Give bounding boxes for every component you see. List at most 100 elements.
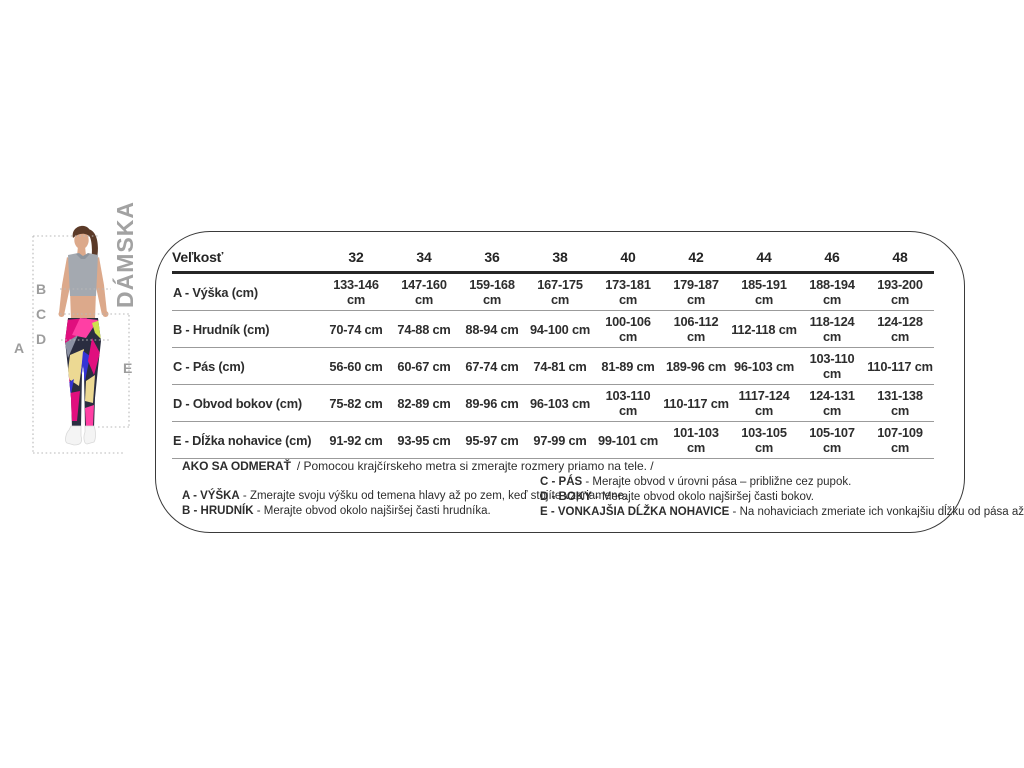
measure-instruction: D - BOKY - Merajte obvod okolo najširšej…: [540, 490, 950, 505]
leggings: [65, 318, 101, 428]
table-row: C - Pás (cm) 56-60 cm 60-67 cm 67-74 cm 74-8…: [172, 347, 934, 385]
size-cell: 188-194 cm: [798, 272, 866, 311]
crop-top-neckline: [76, 253, 90, 259]
size-cell: 133-146 cm: [322, 272, 390, 311]
size-cell: 131-138 cm: [866, 384, 934, 422]
left-sneaker: [65, 425, 82, 446]
howto-title-line: AKO SA ODMERAŤ / Pomocou krajčírskeho met…: [182, 459, 654, 473]
measure-instruction: A - VÝŠKA - Zmerajte svoju výšku od teme…: [182, 489, 627, 504]
model-figure: A B C D E: [10, 223, 160, 468]
size-column-header: 32: [322, 247, 390, 274]
size-cell: 74-88 cm: [390, 310, 458, 348]
size-cell: 99-101 cm: [594, 421, 662, 459]
size-cell: 74-81 cm: [526, 347, 594, 385]
measure-key: B - HRUDNÍK: [182, 505, 254, 517]
size-cell: 56-60 cm: [322, 347, 390, 385]
measure-key: A - VÝŠKA: [182, 490, 240, 502]
row-label: B - Hrudník (cm): [172, 310, 322, 348]
size-cell: 110-117 cm: [866, 347, 934, 385]
size-cell: 118-124 cm: [798, 310, 866, 348]
size-cell: 103-110 cm: [798, 347, 866, 385]
size-label-header: Veľkosť: [172, 247, 322, 274]
size-table-head: Veľkosť 32 34 36 38 40 42 44 46 48: [172, 247, 934, 274]
size-cell: 96-103 cm: [730, 347, 798, 385]
size-cell: 67-74 cm: [458, 347, 526, 385]
size-cell: 110-117 cm: [662, 384, 730, 422]
size-cell: 88-94 cm: [458, 310, 526, 348]
woman-model: [58, 225, 109, 446]
letter-d-hip: D: [36, 331, 46, 347]
size-column-header: 44: [730, 247, 798, 274]
howto-title: AKO SA ODMERAŤ: [182, 459, 291, 473]
measure-text: - Merajte obvod okolo najširšej časti bo…: [591, 491, 814, 503]
chart-panel-border: [155, 231, 965, 533]
size-cell: 173-181 cm: [594, 272, 662, 311]
table-row: E - Dĺžka nohavice (cm) 91-92 cm 93-95 cm 9…: [172, 421, 934, 459]
size-cell: 97-99 cm: [526, 421, 594, 459]
size-cell: 75-82 cm: [322, 384, 390, 422]
measure-text: - Na nohaviciach zmeriate ich vonkajšiu …: [732, 506, 1024, 518]
size-cell: 94-100 cm: [526, 310, 594, 348]
row-label: A - Výška (cm): [172, 272, 322, 311]
size-cell: 105-107 cm: [798, 421, 866, 459]
size-table-body: A - Výška (cm) 133-146 cm 147-160 cm 159-16…: [172, 272, 934, 459]
letter-b-chest: B: [36, 281, 46, 297]
size-cell: 95-97 cm: [458, 421, 526, 459]
letter-c-waist: C: [36, 306, 46, 322]
size-column-header: 48: [866, 247, 934, 274]
howto-intro: / Pomocou krajčírskeho metra si zmerajte…: [296, 459, 654, 473]
size-column-header: 42: [662, 247, 730, 274]
size-column-header: 36: [458, 247, 526, 274]
size-table-wrap: Veľkosť 32 34 36 38 40 42 44 46 48 A - Výška (cm)…: [172, 247, 934, 459]
table-row: D - Obvod bokov (cm) 75-82 cm 82-89 cm 89-9…: [172, 384, 934, 422]
crop-top: [68, 253, 98, 296]
gender-label: DÁMSKA: [112, 201, 138, 308]
size-cell: 100-106 cm: [594, 310, 662, 348]
measure-key: D - BOKY: [540, 491, 592, 503]
size-cell: 103-110 cm: [594, 384, 662, 422]
table-row: A - Výška (cm) 133-146 cm 147-160 cm 159-16…: [172, 272, 934, 311]
measure-text: - Merajte obvod v úrovni pása – približn…: [582, 476, 852, 488]
size-cell: 96-103 cm: [526, 384, 594, 422]
size-cell: 89-96 cm: [458, 384, 526, 422]
size-cell: 82-89 cm: [390, 384, 458, 422]
size-cell: 112-118 cm: [730, 310, 798, 348]
model-illustration: A B C D E: [14, 225, 132, 454]
size-cell: 81-89 cm: [594, 347, 662, 385]
measure-key: E - VONKAJŠIA DĹŽKA NOHAVICE: [540, 506, 730, 518]
size-cell: 185-191 cm: [730, 272, 798, 311]
head: [74, 230, 89, 250]
measure-instruction: B - HRUDNÍK - Merajte obvod okolo najšir…: [182, 504, 542, 519]
size-cell: 167-175 cm: [526, 272, 594, 311]
row-label: C - Pás (cm): [172, 347, 322, 385]
size-cell: 124-131 cm: [798, 384, 866, 422]
letter-a-height: A: [14, 340, 24, 356]
size-column-header: 38: [526, 247, 594, 274]
hair-cap: [72, 225, 91, 238]
measure-instruction: C - PÁS - Merajte obvod v úrovni pása – …: [540, 475, 950, 490]
size-column-header: 34: [390, 247, 458, 274]
size-cell: 106-112 cm: [662, 310, 730, 348]
size-cell: 193-200 cm: [866, 272, 934, 311]
size-cell: 179-187 cm: [662, 272, 730, 311]
size-cell: 60-67 cm: [390, 347, 458, 385]
size-cell: 107-109 cm: [866, 421, 934, 459]
size-column-header: 40: [594, 247, 662, 274]
howto-legend-left: A - VÝŠKA - Zmerajte svoju výšku od teme…: [182, 489, 627, 519]
right-hand: [102, 311, 109, 317]
measure-text: - Merajte obvod okolo najširšej časti hr…: [253, 505, 491, 517]
letter-e-length: E: [123, 360, 132, 376]
howto-legend-right: C - PÁS - Merajte obvod v úrovni pása – …: [540, 475, 1024, 520]
table-row: B - Hrudník (cm) 70-74 cm 74-88 cm 88-94 cm…: [172, 310, 934, 348]
size-cell: 1117-124 cm: [730, 384, 798, 422]
measure-key: C - PÁS: [540, 476, 583, 488]
size-cell: 91-92 cm: [322, 421, 390, 459]
size-cell: 159-168 cm: [458, 272, 526, 311]
size-cell: 103-105 cm: [730, 421, 798, 459]
size-column-header: 46: [798, 247, 866, 274]
measure-text: - Zmerajte svoju výšku od temena hlavy a…: [239, 490, 628, 502]
size-cell: 147-160 cm: [390, 272, 458, 311]
row-label: D - Obvod bokov (cm): [172, 384, 322, 422]
size-cell: 124-128 cm: [866, 310, 934, 348]
